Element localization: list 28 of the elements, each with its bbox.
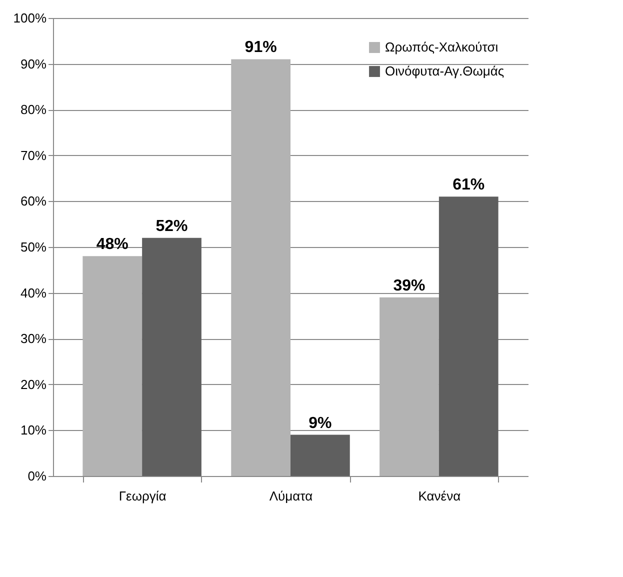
bar bbox=[438, 196, 498, 476]
y-tick-label: 90% bbox=[20, 56, 47, 72]
x-tick-label: Λύματα bbox=[269, 488, 314, 504]
y-tick-label: 100% bbox=[13, 10, 47, 26]
data-label: 9% bbox=[308, 414, 332, 432]
y-tick-label: 50% bbox=[20, 240, 47, 254]
y-tick-label: 30% bbox=[20, 331, 47, 346]
data-label: 91% bbox=[244, 39, 277, 56]
x-tick-label: Γεωργία bbox=[118, 488, 167, 504]
legend-label: Ωρωπός-Χαλκούτσι bbox=[385, 40, 498, 54]
legend-label: Οινόφυτα-Αγ.Θωμάς bbox=[385, 64, 504, 78]
bar bbox=[380, 297, 439, 476]
data-label: 39% bbox=[393, 277, 426, 294]
y-tick-label: 20% bbox=[20, 376, 47, 392]
bar bbox=[290, 434, 350, 476]
y-tick-label: 70% bbox=[20, 148, 47, 163]
y-tick-label: 0% bbox=[28, 468, 47, 484]
y-tick-label: 60% bbox=[20, 194, 47, 209]
data-label: 61% bbox=[452, 176, 485, 194]
y-tick-label: 40% bbox=[20, 285, 47, 300]
bar bbox=[142, 238, 202, 476]
data-label: 52% bbox=[156, 218, 188, 235]
bar bbox=[231, 59, 290, 476]
x-tick-label: Κανένα bbox=[418, 488, 462, 504]
data-label: 48% bbox=[96, 236, 128, 254]
bar bbox=[82, 256, 142, 476]
y-tick-label: 10% bbox=[20, 422, 47, 438]
y-tick-label: 80% bbox=[20, 102, 47, 118]
